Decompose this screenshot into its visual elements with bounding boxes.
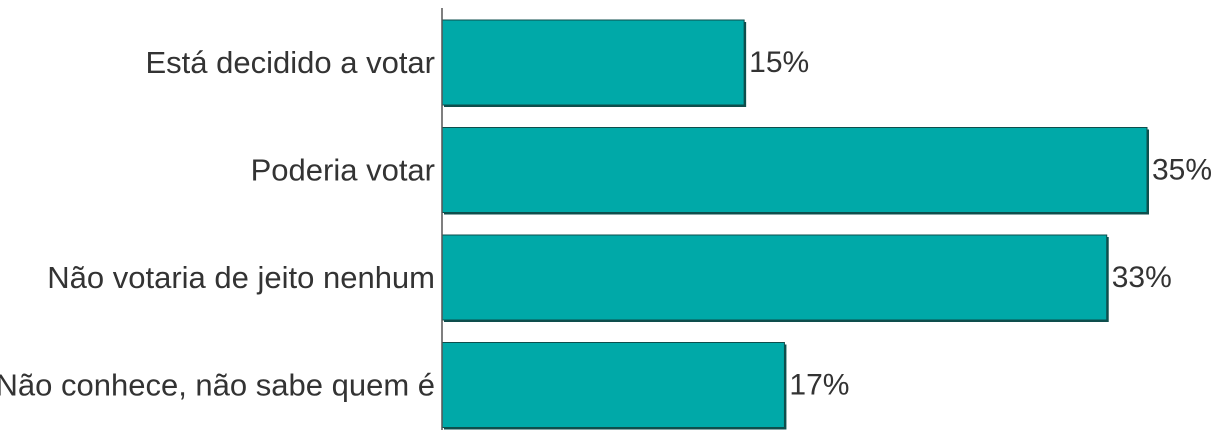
category-label: Poderia votar — [251, 153, 435, 188]
bars-group — [441, 19, 1149, 430]
value-labels-group: 15% 35% 33% 17% — [749, 46, 1212, 402]
category-label: Não conhece, não sabe quem é — [0, 368, 435, 403]
category-labels-group: Está decidido a votar Poderia votar Não vo… — [0, 45, 435, 403]
data-label: 33% — [1112, 261, 1172, 294]
bar — [441, 127, 1148, 213]
bar — [441, 234, 1108, 321]
data-label: 35% — [1152, 154, 1212, 187]
category-label: Não votaria de jeito nenhum — [47, 260, 435, 295]
bar — [441, 342, 785, 428]
data-label: 17% — [789, 369, 849, 402]
bar — [441, 19, 745, 106]
data-label: 15% — [749, 46, 809, 79]
category-label: Está decidido a votar — [145, 45, 435, 80]
